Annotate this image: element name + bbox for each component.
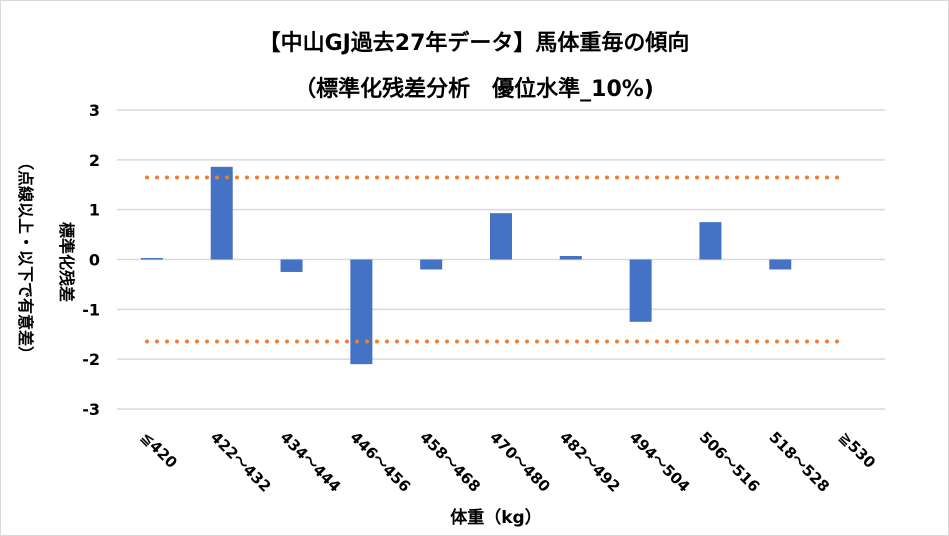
- chart-title: 【中山GJ過去27年データ】馬体重毎の傾向: [259, 30, 690, 56]
- y-tick-label: 3: [89, 101, 100, 120]
- x-tick-label: 446～456: [347, 428, 415, 496]
- x-tick-label: 422～432: [207, 428, 275, 496]
- y-tick-label: 0: [89, 251, 100, 270]
- bar: [210, 166, 233, 260]
- x-tick-label: 458～468: [416, 428, 484, 496]
- y-tick-label: -1: [82, 300, 100, 319]
- bar: [559, 256, 582, 260]
- x-tick-label: 434～444: [277, 428, 345, 496]
- bar: [420, 259, 443, 270]
- y-axis-note: （点線以上・以下で有意差）: [16, 154, 35, 362]
- bar: [140, 258, 163, 260]
- x-tick-label: 506～516: [696, 428, 764, 496]
- bar: [629, 259, 652, 322]
- x-axis-label: 体重（kg）: [450, 507, 541, 528]
- y-tick-label: -2: [82, 350, 100, 369]
- bar: [699, 222, 722, 260]
- y-tick-label: 1: [89, 201, 100, 220]
- x-tick-label: ≧530: [835, 428, 879, 472]
- x-tick-label: 482～492: [556, 428, 624, 496]
- x-tick-label: 518～528: [765, 428, 833, 496]
- x-tick-label: 494～504: [626, 428, 694, 496]
- y-tick-label: 2: [89, 151, 100, 170]
- y-axis-label: 標準化残差: [57, 222, 76, 302]
- x-tick-label: ≦420: [137, 428, 181, 472]
- x-tick-label: 470～480: [486, 428, 554, 496]
- bar: [490, 213, 512, 260]
- chart-subtitle: （標準化残差分析 優位水準_10%): [294, 76, 654, 102]
- bar: [350, 259, 373, 365]
- bar: [769, 259, 792, 270]
- bar: [280, 259, 303, 272]
- y-tick-label: -3: [82, 400, 100, 419]
